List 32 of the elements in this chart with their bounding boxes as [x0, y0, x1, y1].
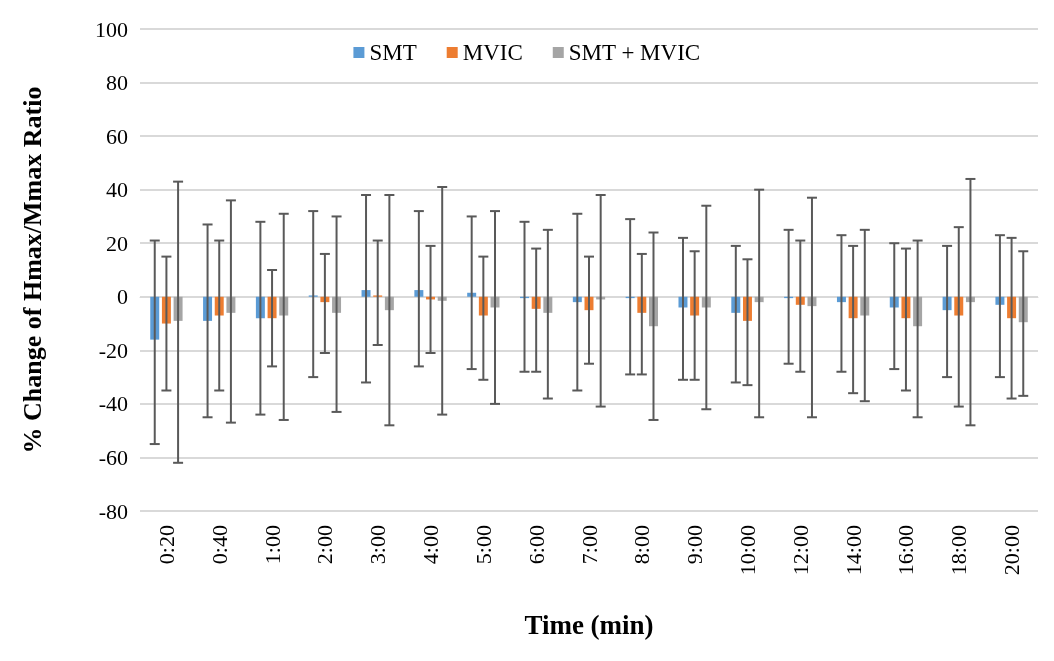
x-tick-label: 5:00 — [470, 525, 496, 565]
x-tick-label: 14:00 — [840, 525, 866, 576]
x-tick-label: 12:00 — [787, 525, 813, 576]
x-tick-label: 0:20 — [153, 525, 179, 565]
legend-label: MVIC — [462, 40, 523, 65]
y-tick-label: -40 — [98, 391, 128, 417]
x-tick-label: 16:00 — [893, 525, 919, 576]
x-tick-label: 4:00 — [418, 525, 444, 565]
y-tick-label: -20 — [98, 337, 128, 363]
x-tick-label: 1:00 — [259, 525, 285, 565]
x-tick-label: 9:00 — [682, 525, 708, 565]
x-tick-label: 8:00 — [629, 525, 655, 565]
legend-label: SMT + MVIC — [568, 40, 701, 65]
legend-label: SMT — [369, 40, 417, 65]
x-tick-label: 2:00 — [312, 525, 338, 565]
x-tick-label: 6:00 — [523, 525, 549, 565]
x-tick-label: 7:00 — [576, 525, 602, 565]
y-axis-title: % Change of Hmax/Mmax Ratio — [17, 86, 47, 454]
y-tick-label: -80 — [98, 498, 128, 524]
y-tick-label: -60 — [98, 444, 128, 470]
y-tick-label: 60 — [106, 123, 128, 149]
y-tick-label: 20 — [106, 230, 128, 256]
x-tick-label: 10:00 — [734, 525, 760, 576]
y-tick-label: 0 — [117, 284, 128, 310]
y-tick-label: 100 — [95, 16, 128, 42]
y-tick-label: 40 — [106, 177, 128, 203]
x-tick-label: 3:00 — [365, 525, 391, 565]
y-tick-label: 80 — [106, 70, 128, 96]
x-tick-label: 18:00 — [946, 525, 972, 576]
x-tick-label: 0:40 — [206, 525, 232, 565]
x-tick-label: 20:00 — [999, 525, 1025, 576]
x-axis-title: Time (min) — [524, 609, 654, 640]
